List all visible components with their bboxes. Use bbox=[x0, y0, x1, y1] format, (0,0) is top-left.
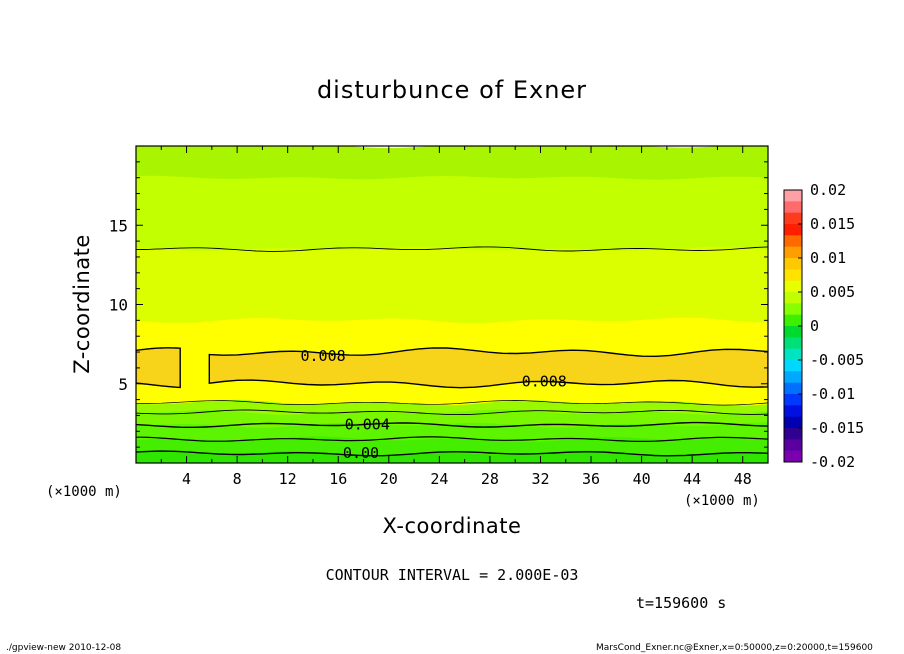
colorbar-label: 0 bbox=[810, 317, 819, 335]
x-axis: 4 8 12 16 20 24 28 32 36 40 44 48 bbox=[160, 146, 752, 488]
colorbar-swatch bbox=[784, 235, 802, 248]
time-stamp: t=159600 s bbox=[636, 594, 727, 612]
x-tick-label: 4 bbox=[182, 470, 191, 488]
y-tick-label: 15 bbox=[109, 216, 128, 235]
contour-label: 0.008 bbox=[522, 373, 567, 391]
contour-fill bbox=[136, 146, 768, 463]
colorbar-swatch bbox=[784, 450, 802, 463]
colorbar-swatch bbox=[784, 439, 802, 452]
colorbar-swatch bbox=[784, 280, 802, 293]
colorbar-label: 0.02 bbox=[810, 181, 846, 199]
contour-labels: 0.008 0.008 0.004 0.00 bbox=[300, 347, 566, 462]
x-tick-label: 28 bbox=[481, 470, 499, 488]
colorbar-label: -0.02 bbox=[810, 453, 855, 471]
colorbar-swatch bbox=[784, 303, 802, 316]
colorbar-swatch bbox=[784, 394, 802, 406]
contour-label: 0.008 bbox=[300, 347, 345, 365]
x-tick-label: 32 bbox=[531, 470, 549, 488]
band bbox=[136, 450, 768, 463]
colorbar-label: 0.01 bbox=[810, 249, 846, 267]
colorbar-swatch bbox=[784, 258, 802, 270]
colorbar-swatch bbox=[784, 190, 802, 202]
x-axis-label: X-coordinate bbox=[382, 514, 522, 538]
colorbar-swatch bbox=[784, 416, 802, 429]
x-tick-label: 36 bbox=[582, 470, 600, 488]
colorbar-label: -0.015 bbox=[810, 419, 864, 437]
y-axis-label: Z-coordinate bbox=[70, 234, 94, 374]
contour-line bbox=[136, 400, 768, 406]
colorbar-swatch bbox=[784, 314, 802, 327]
contour-line bbox=[136, 450, 768, 457]
colorbar-label: 0.005 bbox=[810, 283, 855, 301]
colorbar: 0.02 0.015 0.01 0.005 0 -0.005 -0.01 -0.015 -0.0… bbox=[783, 181, 864, 471]
colorbar-swatch bbox=[784, 201, 802, 214]
x-tick-label: 16 bbox=[329, 470, 347, 488]
chart-title: disturbunce of Exner bbox=[316, 76, 588, 104]
contour-label: 0.004 bbox=[345, 415, 390, 433]
x-tick-label: 12 bbox=[279, 470, 297, 488]
colorbar-label: 0.015 bbox=[810, 215, 855, 233]
colorbar-swatch bbox=[784, 371, 802, 384]
contour-label: 0.00 bbox=[343, 444, 379, 462]
footer-left: ./gpview-new 2010-12-08 bbox=[6, 643, 122, 653]
contour-line bbox=[136, 409, 768, 416]
y-tick-label: 10 bbox=[109, 296, 128, 315]
core-region-main bbox=[208, 347, 768, 389]
colorbar-swatch bbox=[784, 337, 802, 350]
contour-lines bbox=[136, 246, 768, 457]
colorbar-swatch bbox=[784, 212, 802, 225]
colorbar-swatch bbox=[784, 246, 802, 259]
footer-right: MarsCond_Exner.nc@Exner,x=0:50000,z=0:20… bbox=[596, 643, 873, 653]
core-region-left bbox=[136, 347, 181, 389]
colorbar-swatch bbox=[784, 292, 802, 304]
colorbar-swatch bbox=[784, 360, 802, 372]
colorbar-swatch bbox=[784, 269, 802, 282]
contour-interval: CONTOUR INTERVAL = 2.000E-03 bbox=[325, 566, 579, 584]
x-tick-label: 24 bbox=[430, 470, 448, 488]
colorbar-swatch bbox=[784, 428, 802, 440]
contour-line bbox=[136, 421, 768, 428]
colorbar-swatch bbox=[784, 348, 802, 361]
x-tick-label: 48 bbox=[734, 470, 752, 488]
x-tick-label: 20 bbox=[380, 470, 398, 488]
y-tick-label: 5 bbox=[118, 375, 128, 394]
colorbar-label: -0.005 bbox=[810, 351, 864, 369]
colorbar-swatch bbox=[784, 382, 802, 395]
colorbar-label: -0.01 bbox=[810, 385, 855, 403]
x-unit-right: (×1000 m) bbox=[684, 493, 760, 509]
x-tick-label: 40 bbox=[633, 470, 651, 488]
colorbar-swatch bbox=[784, 405, 802, 418]
x-tick-label: 44 bbox=[683, 470, 701, 488]
x-unit-left: (×1000 m) bbox=[46, 484, 122, 500]
colorbar-swatch bbox=[784, 326, 802, 338]
colorbar-swatch bbox=[784, 224, 802, 236]
y-axis: 5 10 15 bbox=[109, 161, 768, 448]
contour-line bbox=[136, 436, 768, 442]
x-tick-label: 8 bbox=[233, 470, 242, 488]
contour-line bbox=[136, 246, 768, 252]
